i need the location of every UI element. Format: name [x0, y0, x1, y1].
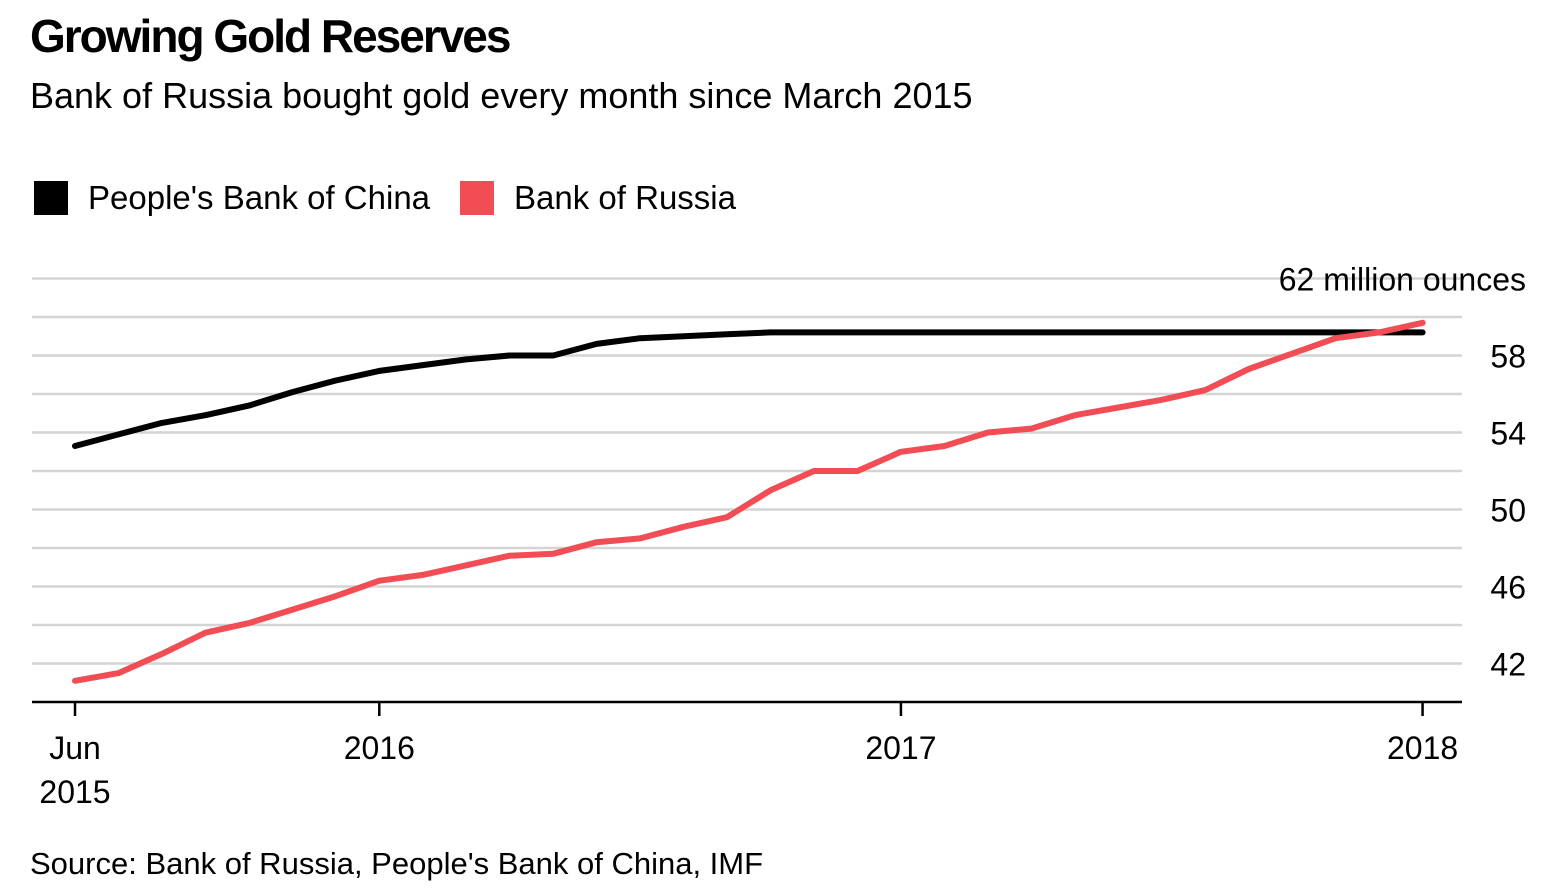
- legend-swatch-china: [34, 181, 68, 215]
- x-tick-label: 2018: [1387, 730, 1458, 766]
- chart-subtitle: Bank of Russia bought gold every month s…: [30, 75, 973, 116]
- y-axis-unit-label: 62 million ounces: [1279, 262, 1526, 298]
- legend-item-china: People's Bank of China: [34, 176, 430, 220]
- y-tick-label: 42: [1490, 647, 1526, 683]
- chart-title: Growing Gold Reserves: [30, 10, 511, 62]
- x-tick-label: 2015: [39, 774, 110, 810]
- legend-item-russia: Bank of Russia: [460, 176, 736, 220]
- series-line-russia: [72, 319, 1426, 684]
- series-line-china: [72, 329, 1426, 449]
- legend-label-russia: Bank of Russia: [514, 179, 736, 216]
- y-tick-label: 54: [1490, 416, 1526, 452]
- x-tick-label: Jun: [49, 730, 101, 766]
- source-note: Source: Bank of Russia, People's Bank of…: [30, 846, 764, 881]
- legend-swatch-russia: [460, 181, 495, 215]
- y-tick-label: 58: [1490, 339, 1526, 375]
- y-tick-label: 50: [1490, 493, 1526, 529]
- legend: People's Bank of China Bank of Russia: [34, 176, 766, 220]
- legend-label-china: People's Bank of China: [88, 179, 431, 216]
- x-tick-label: 2017: [865, 730, 936, 766]
- x-tick-label: 2016: [344, 730, 415, 766]
- y-tick-label: 46: [1490, 570, 1526, 606]
